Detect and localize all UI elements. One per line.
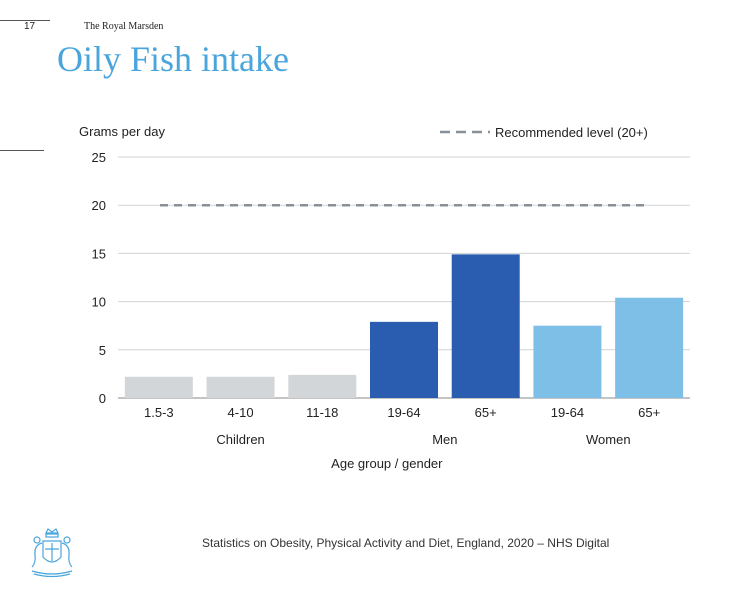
header-rule	[0, 20, 50, 21]
organization-name: The Royal Marsden	[84, 21, 164, 32]
x-axis-label: Age group / gender	[331, 456, 443, 471]
group-label: Men	[432, 432, 457, 447]
legend-label: Recommended level (20+)	[495, 125, 648, 140]
bar	[124, 376, 193, 398]
bar	[533, 325, 602, 398]
bar	[615, 297, 684, 398]
bar	[451, 254, 520, 398]
royal-marsden-crest-icon	[31, 528, 73, 578]
x-tick-label: 1.5-3	[144, 405, 174, 420]
bar	[288, 374, 357, 398]
y-tick-label: 10	[92, 295, 106, 310]
page-number: 17	[24, 21, 36, 32]
page-title: Oily Fish intake	[57, 39, 289, 79]
x-tick-label: 65+	[475, 405, 497, 420]
bar	[206, 376, 275, 398]
y-tick-label: 0	[99, 391, 106, 406]
x-tick-label: 19-64	[387, 405, 420, 420]
group-label: Women	[586, 432, 631, 447]
y-tick-label: 20	[92, 198, 106, 213]
x-tick-label: 11-18	[306, 405, 338, 420]
x-tick-label: 19-64	[551, 405, 584, 420]
x-tick-label: 4-10	[228, 405, 254, 420]
y-tick-label: 5	[99, 343, 106, 358]
y-tick-label: 25	[92, 150, 106, 165]
x-tick-label: 65+	[638, 405, 660, 420]
bar	[370, 321, 438, 398]
side-rule	[0, 150, 44, 151]
y-tick-label: 15	[92, 246, 106, 261]
group-label: Children	[216, 432, 264, 447]
y-axis-label: Grams per day	[79, 124, 165, 139]
source-note: Statistics on Obesity, Physical Activity…	[202, 536, 610, 550]
